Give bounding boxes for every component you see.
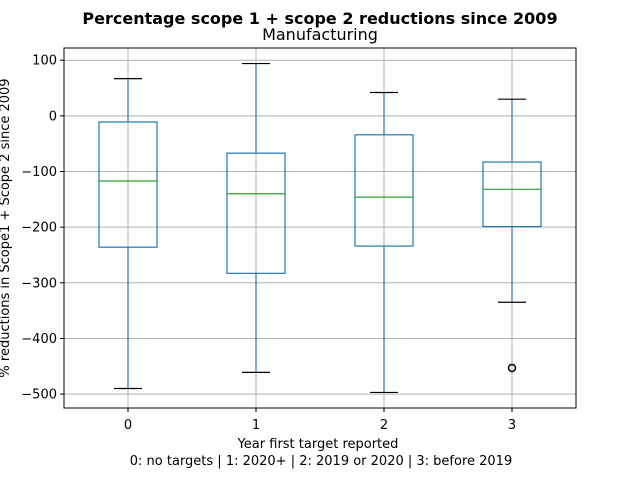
x-tick-label-1: 1 [252,418,260,433]
boxes [98,62,542,394]
box-0 [98,78,158,390]
y-tick-label-0: 100 [32,54,57,69]
axes: 100 0 −100 −200 −300 −400 −500 0 1 2 3 [21,54,516,433]
y-tick-label-4: −300 [21,276,57,291]
chart-title: Percentage scope 1 + scope 2 reductions … [82,9,557,28]
y-tick-label-5: −400 [21,332,57,347]
box-1 [226,62,286,373]
grid [64,48,576,408]
iqr-box [98,121,158,248]
y-tick-label-6: −500 [21,388,57,403]
y-tick-label-1: 0 [49,109,57,124]
chart-subtitle: Manufacturing [262,25,378,44]
x-tick-label-2: 2 [380,418,388,433]
box-2 [354,91,414,394]
x-tick-label-0: 0 [124,418,132,433]
y-tick-label-2: −100 [21,165,57,180]
plot-frame [63,47,577,409]
box-3 [482,98,542,373]
x-tick-label-3: 3 [508,418,516,433]
y-tick-label-3: −200 [21,221,57,236]
y-axis-label: % reductions in Scope1 + Scope 2 since 2… [0,78,13,377]
outlier-point-0 [507,363,517,373]
iqr-box [354,134,414,247]
x-axis-label-line2: 0: no targets | 1: 2020+ | 2: 2019 or 20… [130,454,512,469]
iqr-box [482,161,542,228]
x-axis-label: Year first target reported [237,437,399,452]
iqr-box [226,152,286,274]
